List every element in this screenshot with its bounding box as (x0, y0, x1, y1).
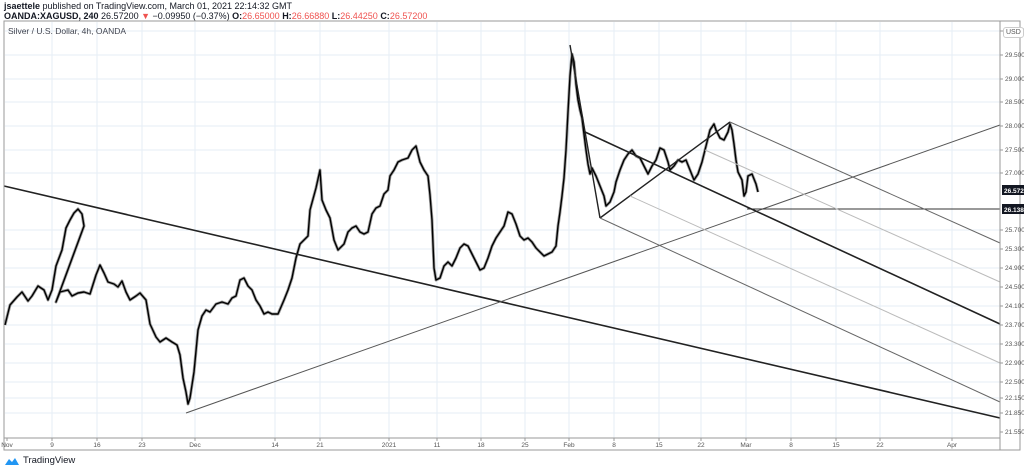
high-value: 26.66880 (291, 11, 330, 21)
svg-text:24.50000: 24.50000 (1005, 284, 1024, 291)
svg-text:22.50000: 22.50000 (1005, 379, 1024, 386)
price-tick-labels: 30.00000 29.50000 29.00000 28.50000 28.0… (1005, 28, 1024, 436)
svg-text:Apr: Apr (947, 442, 958, 449)
svg-text:27.00000: 27.00000 (1005, 170, 1024, 177)
svg-text:9: 9 (50, 442, 54, 449)
svg-text:26.13805: 26.13805 (1004, 207, 1024, 214)
price-series (3, 52, 760, 406)
pitchfork-lower[interactable] (599, 217, 1001, 403)
open-value: 26.65000 (242, 11, 280, 21)
descending-trendline[interactable] (3, 185, 1001, 419)
svg-text:25.30000: 25.30000 (1005, 246, 1024, 253)
low-label: L: (331, 11, 341, 21)
hline-price-label: 26.13805 (1002, 204, 1024, 214)
currency-button[interactable]: USD (1003, 27, 1024, 38)
drawings[interactable] (3, 44, 1001, 419)
svg-text:21.55000: 21.55000 (1005, 429, 1024, 436)
pitchfork-lower-inner[interactable] (629, 195, 1001, 364)
last-price-label: 26.57200 (1002, 185, 1024, 195)
svg-text:Nov: Nov (1, 442, 13, 449)
svg-text:24.10000: 24.10000 (1005, 303, 1024, 310)
price-tick-marks (1000, 30, 1003, 433)
svg-text:29.00000: 29.00000 (1005, 76, 1024, 83)
svg-text:Feb: Feb (563, 442, 575, 449)
svg-text:28.50000: 28.50000 (1005, 99, 1024, 106)
pitchfork-handle[interactable] (569, 44, 601, 219)
open-label: O: (232, 11, 243, 21)
svg-text:8: 8 (612, 442, 616, 449)
svg-text:2021: 2021 (382, 442, 397, 449)
pitchfork-base[interactable] (599, 121, 731, 219)
svg-text:Dec: Dec (189, 442, 201, 449)
pitchfork-upper[interactable] (729, 121, 1001, 244)
svg-text:22.15000: 22.15000 (1005, 395, 1024, 402)
chart-frame (3, 20, 1021, 451)
chart-legend-title: Silver / U.S. Dollar, 4h, OANDA (8, 26, 127, 36)
svg-text:14: 14 (271, 442, 279, 449)
svg-text:25.70000: 25.70000 (1005, 227, 1024, 234)
svg-text:18: 18 (477, 442, 485, 449)
svg-text:23: 23 (138, 442, 146, 449)
svg-text:15: 15 (655, 442, 663, 449)
svg-text:22: 22 (876, 442, 884, 449)
brand-name: TradingView (23, 455, 76, 466)
time-tick-labels: Nov 9 16 23 Dec 14 21 2021 11 18 25 Feb … (1, 442, 958, 449)
ascending-trendline[interactable] (185, 124, 1001, 414)
close-label: C: (380, 11, 390, 21)
tradingview-cloud-icon (5, 457, 19, 465)
down-arrow-icon: ▼ (141, 11, 151, 21)
publish-info: jsaettele published on TradingView.com, … (4, 1, 292, 12)
tradingview-logo[interactable]: TradingView (4, 455, 75, 466)
close-value: 26.57200 (389, 11, 428, 21)
svg-text:28.00000: 28.00000 (1005, 123, 1024, 130)
low-value: 26.44250 (340, 11, 378, 21)
svg-text:22: 22 (697, 442, 705, 449)
svg-text:21.85000: 21.85000 (1005, 410, 1024, 417)
svg-text:24.90000: 24.90000 (1005, 265, 1024, 272)
pitchfork-median[interactable] (584, 131, 1001, 325)
change: −0.09950 (−0.37%) (152, 11, 230, 21)
svg-text:15: 15 (832, 442, 840, 449)
high-label: H: (282, 11, 292, 21)
svg-text:21: 21 (316, 442, 324, 449)
svg-text:Mar: Mar (740, 442, 752, 449)
svg-text:23.30000: 23.30000 (1005, 341, 1024, 348)
symbol: OANDA:XAGUSD, 240 (4, 11, 99, 21)
last-price: 26.57200 (101, 11, 139, 21)
svg-text:16: 16 (93, 442, 101, 449)
grid (5, 22, 1000, 438)
svg-text:25: 25 (521, 442, 529, 449)
svg-text:11: 11 (434, 442, 441, 449)
time-tick-marks (6, 438, 953, 441)
svg-text:27.50000: 27.50000 (1005, 147, 1024, 154)
pitchfork-upper-inner[interactable] (704, 149, 1001, 283)
author: jsaettele (4, 1, 41, 11)
svg-text:8: 8 (789, 442, 793, 449)
svg-text:29.50000: 29.50000 (1005, 52, 1024, 59)
published-text: published on TradingView.com, March 01, … (42, 1, 293, 11)
svg-text:22.90000: 22.90000 (1005, 360, 1024, 367)
svg-text:23.70000: 23.70000 (1005, 322, 1024, 329)
svg-text:26.57200: 26.57200 (1004, 188, 1024, 195)
ohlc-bar: OANDA:XAGUSD, 240 26.57200 ▼ −0.09950 (−… (4, 11, 427, 22)
